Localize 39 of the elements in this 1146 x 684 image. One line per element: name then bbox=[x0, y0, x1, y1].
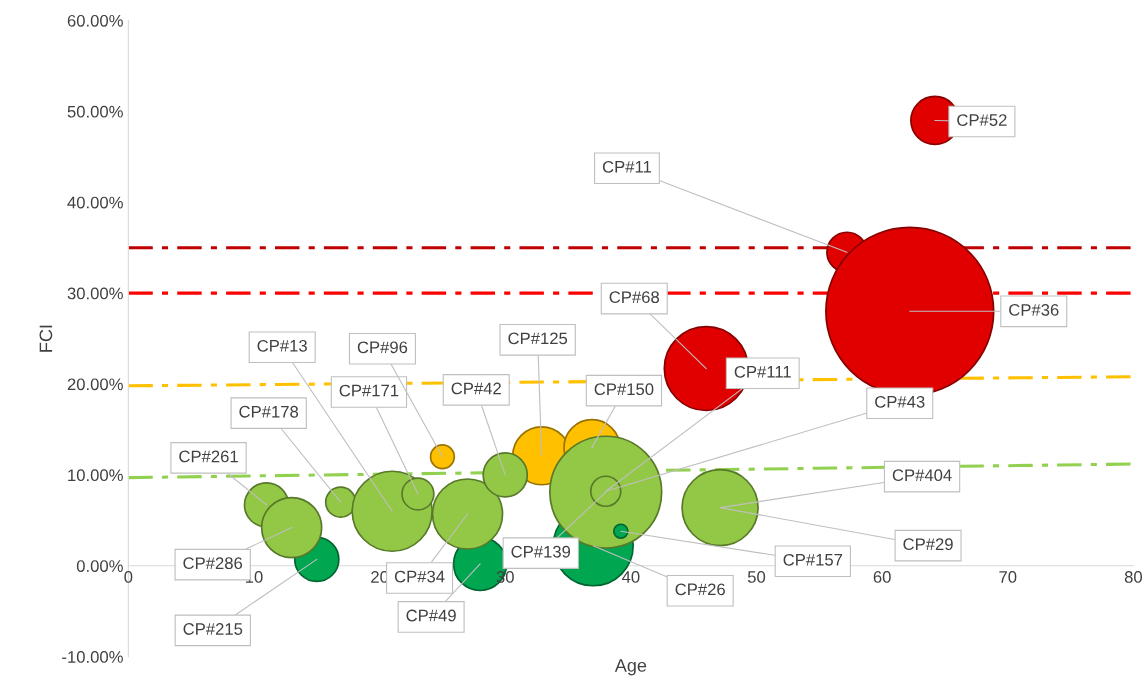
annotation: CP#139 bbox=[511, 545, 571, 558]
y-tick-label: 30.00% bbox=[67, 287, 123, 300]
annotation: CP#286 bbox=[183, 557, 243, 570]
annotation: CP#150 bbox=[594, 383, 654, 396]
annotation: CP#49 bbox=[406, 609, 456, 622]
x-tick-label: 50 bbox=[747, 571, 766, 583]
x-tick-label: 80 bbox=[1124, 571, 1143, 583]
y-tick-label: 10.00% bbox=[68, 469, 123, 482]
annotation: CP#29 bbox=[903, 538, 953, 551]
annotation: CP#11 bbox=[602, 160, 652, 173]
annotation: CP#171 bbox=[339, 384, 399, 397]
annotation: CP#96 bbox=[357, 341, 408, 354]
annotation: CP#178 bbox=[239, 405, 299, 418]
y-tick-label: -10.00% bbox=[62, 651, 123, 663]
annotation: CP#261 bbox=[179, 450, 238, 463]
x-axis-title: Age bbox=[614, 659, 647, 676]
annotation: CP#13 bbox=[257, 339, 307, 352]
x-tick-label: 60 bbox=[873, 571, 891, 583]
annotation: CP#52 bbox=[957, 114, 1007, 126]
annotation: CP#68 bbox=[609, 291, 660, 304]
annotation: CP#111 bbox=[734, 365, 791, 378]
y-tick-label: 20.00% bbox=[67, 378, 123, 391]
y-tick-label: 0.00% bbox=[76, 560, 123, 572]
x-tick-label: 0 bbox=[124, 571, 133, 583]
annotation: CP#157 bbox=[783, 553, 843, 566]
annotation: CP#26 bbox=[675, 583, 725, 596]
x-tick-label: 70 bbox=[999, 571, 1017, 583]
y-axis-title: FCI bbox=[39, 325, 53, 352]
annotation: CP#42 bbox=[451, 382, 501, 395]
annotation: CP#215 bbox=[183, 623, 243, 635]
y-tick-label: 50.00% bbox=[67, 105, 123, 118]
annotation: CP#36 bbox=[1009, 303, 1059, 316]
y-tick-label: 60.00% bbox=[67, 14, 123, 27]
x-tick-label: 40 bbox=[621, 571, 640, 583]
annotation: CP#404 bbox=[892, 469, 952, 482]
annotation: CP#34 bbox=[394, 570, 445, 583]
y-tick-label: 40.00% bbox=[67, 196, 123, 209]
annotation: CP#43 bbox=[875, 395, 925, 408]
annotation: CP#125 bbox=[508, 332, 568, 345]
